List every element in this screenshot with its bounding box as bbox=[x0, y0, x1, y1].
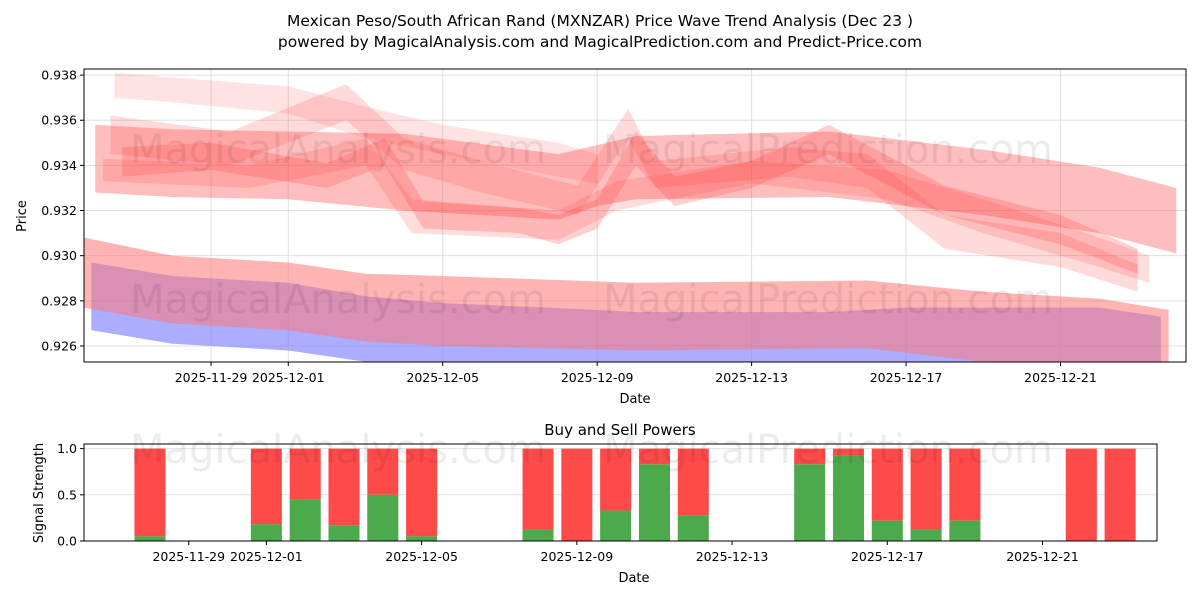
signal-xtick-label: 2025-12-01 bbox=[230, 549, 303, 564]
signal-ytick-label: 0.0 bbox=[57, 534, 77, 549]
signal-bars bbox=[134, 448, 1136, 541]
signal-xtick-label: 2025-11-29 bbox=[152, 549, 225, 564]
buy-bar bbox=[910, 529, 942, 541]
buy-bar bbox=[250, 524, 282, 541]
buy-bar bbox=[677, 515, 709, 541]
price-xtick-label: 2025-12-01 bbox=[252, 370, 325, 385]
price-axes-frame bbox=[83, 68, 1187, 363]
price-ytick-label: 0.934 bbox=[41, 158, 77, 173]
watermark-prediction: MagicalPrediction.com bbox=[603, 277, 1053, 323]
sell-bar bbox=[406, 448, 438, 537]
buy-bar bbox=[289, 499, 321, 541]
sell-bar bbox=[134, 448, 166, 537]
sell-bar bbox=[794, 448, 826, 465]
watermark-prediction: MagicalPrediction.com bbox=[603, 127, 1053, 173]
price-ytick-label: 0.930 bbox=[41, 248, 77, 263]
signal-xtick-label: 2025-12-17 bbox=[851, 549, 924, 564]
price-ytick-label: 0.928 bbox=[41, 293, 77, 308]
watermark-prediction: MagicalPrediction.com bbox=[603, 427, 1053, 473]
sell-bar bbox=[910, 448, 942, 530]
buy-bar bbox=[638, 464, 670, 541]
price-xlabel: Date bbox=[619, 392, 650, 407]
buy-bar bbox=[328, 525, 360, 541]
price-bands bbox=[84, 72, 1177, 362]
sell-bar bbox=[1104, 448, 1136, 541]
price-ytick-label: 0.926 bbox=[41, 338, 77, 353]
sell-bar bbox=[250, 448, 282, 525]
buy-bar bbox=[406, 536, 438, 541]
buy-bar bbox=[134, 536, 166, 541]
buy-bar bbox=[367, 494, 399, 541]
price-ytick-label: 0.938 bbox=[41, 68, 77, 83]
sell-bar bbox=[522, 448, 554, 530]
signal-ytick-label: 0.5 bbox=[57, 487, 77, 502]
sell-bar bbox=[1065, 448, 1097, 541]
sell-bar bbox=[832, 448, 865, 456]
chart-subtitle: powered by MagicalAnalysis.com and Magic… bbox=[278, 33, 922, 51]
buy-bar bbox=[794, 464, 826, 541]
signal-xtick-label: 2025-12-13 bbox=[696, 549, 769, 564]
sell-bar bbox=[367, 448, 399, 495]
signal-axes-frame bbox=[83, 443, 1158, 542]
signal-ytick-label: 1.0 bbox=[57, 441, 77, 456]
price-xtick-label: 2025-12-21 bbox=[1024, 370, 1097, 385]
sell-bar bbox=[289, 448, 321, 500]
sell-bar bbox=[871, 448, 903, 521]
buy-bar bbox=[600, 510, 632, 541]
red-band-top bbox=[114, 72, 598, 184]
pink-band bbox=[84, 237, 1169, 362]
red-band-low bbox=[102, 138, 1150, 283]
watermark-analysis: MagicalAnalysis.com bbox=[130, 127, 546, 173]
signal-title: Buy and Sell Powers bbox=[544, 421, 696, 439]
sell-bar bbox=[561, 448, 593, 541]
signal-xlabel: Date bbox=[618, 571, 649, 586]
red-band-zigzag bbox=[122, 124, 1138, 274]
signal-chart: Buy and Sell Powers MagicalAnalysis.com … bbox=[32, 421, 1158, 586]
signal-ticks: 0.0 0.5 1.0 2025-11-29 2025-12-01 2025-12-05 2… bbox=[57, 441, 1079, 564]
price-xtick-label: 2025-11-29 bbox=[175, 370, 248, 385]
watermark-analysis: MagicalAnalysis.com bbox=[130, 277, 546, 323]
signal-ylabel: Signal Strength bbox=[32, 443, 47, 543]
price-xtick-label: 2025-12-17 bbox=[870, 370, 943, 385]
signal-xtick-label: 2025-12-21 bbox=[1006, 549, 1079, 564]
sell-bar bbox=[328, 448, 360, 526]
buy-bar bbox=[871, 520, 903, 541]
price-xtick-label: 2025-12-13 bbox=[715, 370, 788, 385]
price-ticks: 0.926 0.928 0.930 0.932 0.934 0.936 0.938 2025-… bbox=[41, 68, 1097, 385]
red-band-spike bbox=[110, 84, 1138, 292]
price-chart: MagicalAnalysis.com MagicalPrediction.co… bbox=[15, 68, 1187, 407]
price-xtick-label: 2025-12-09 bbox=[561, 370, 634, 385]
price-ytick-label: 0.932 bbox=[41, 203, 77, 218]
price-ytick-label: 0.936 bbox=[41, 113, 77, 128]
price-ylabel: Price bbox=[15, 200, 30, 232]
buy-bar bbox=[522, 529, 554, 541]
sell-bar bbox=[600, 448, 632, 511]
buy-bar bbox=[832, 455, 865, 541]
buy-bar bbox=[949, 520, 981, 541]
watermark-analysis: MagicalAnalysis.com bbox=[130, 427, 546, 473]
red-band-main bbox=[95, 124, 1177, 254]
chart-title: Mexican Peso/South African Rand (MXNZAR)… bbox=[287, 12, 913, 30]
sell-bar bbox=[677, 448, 709, 516]
price-xtick-label: 2025-12-05 bbox=[406, 370, 479, 385]
signal-xtick-label: 2025-12-05 bbox=[385, 549, 458, 564]
sell-bar bbox=[949, 448, 981, 521]
signal-xtick-label: 2025-12-09 bbox=[541, 549, 614, 564]
sell-bar bbox=[638, 448, 670, 465]
